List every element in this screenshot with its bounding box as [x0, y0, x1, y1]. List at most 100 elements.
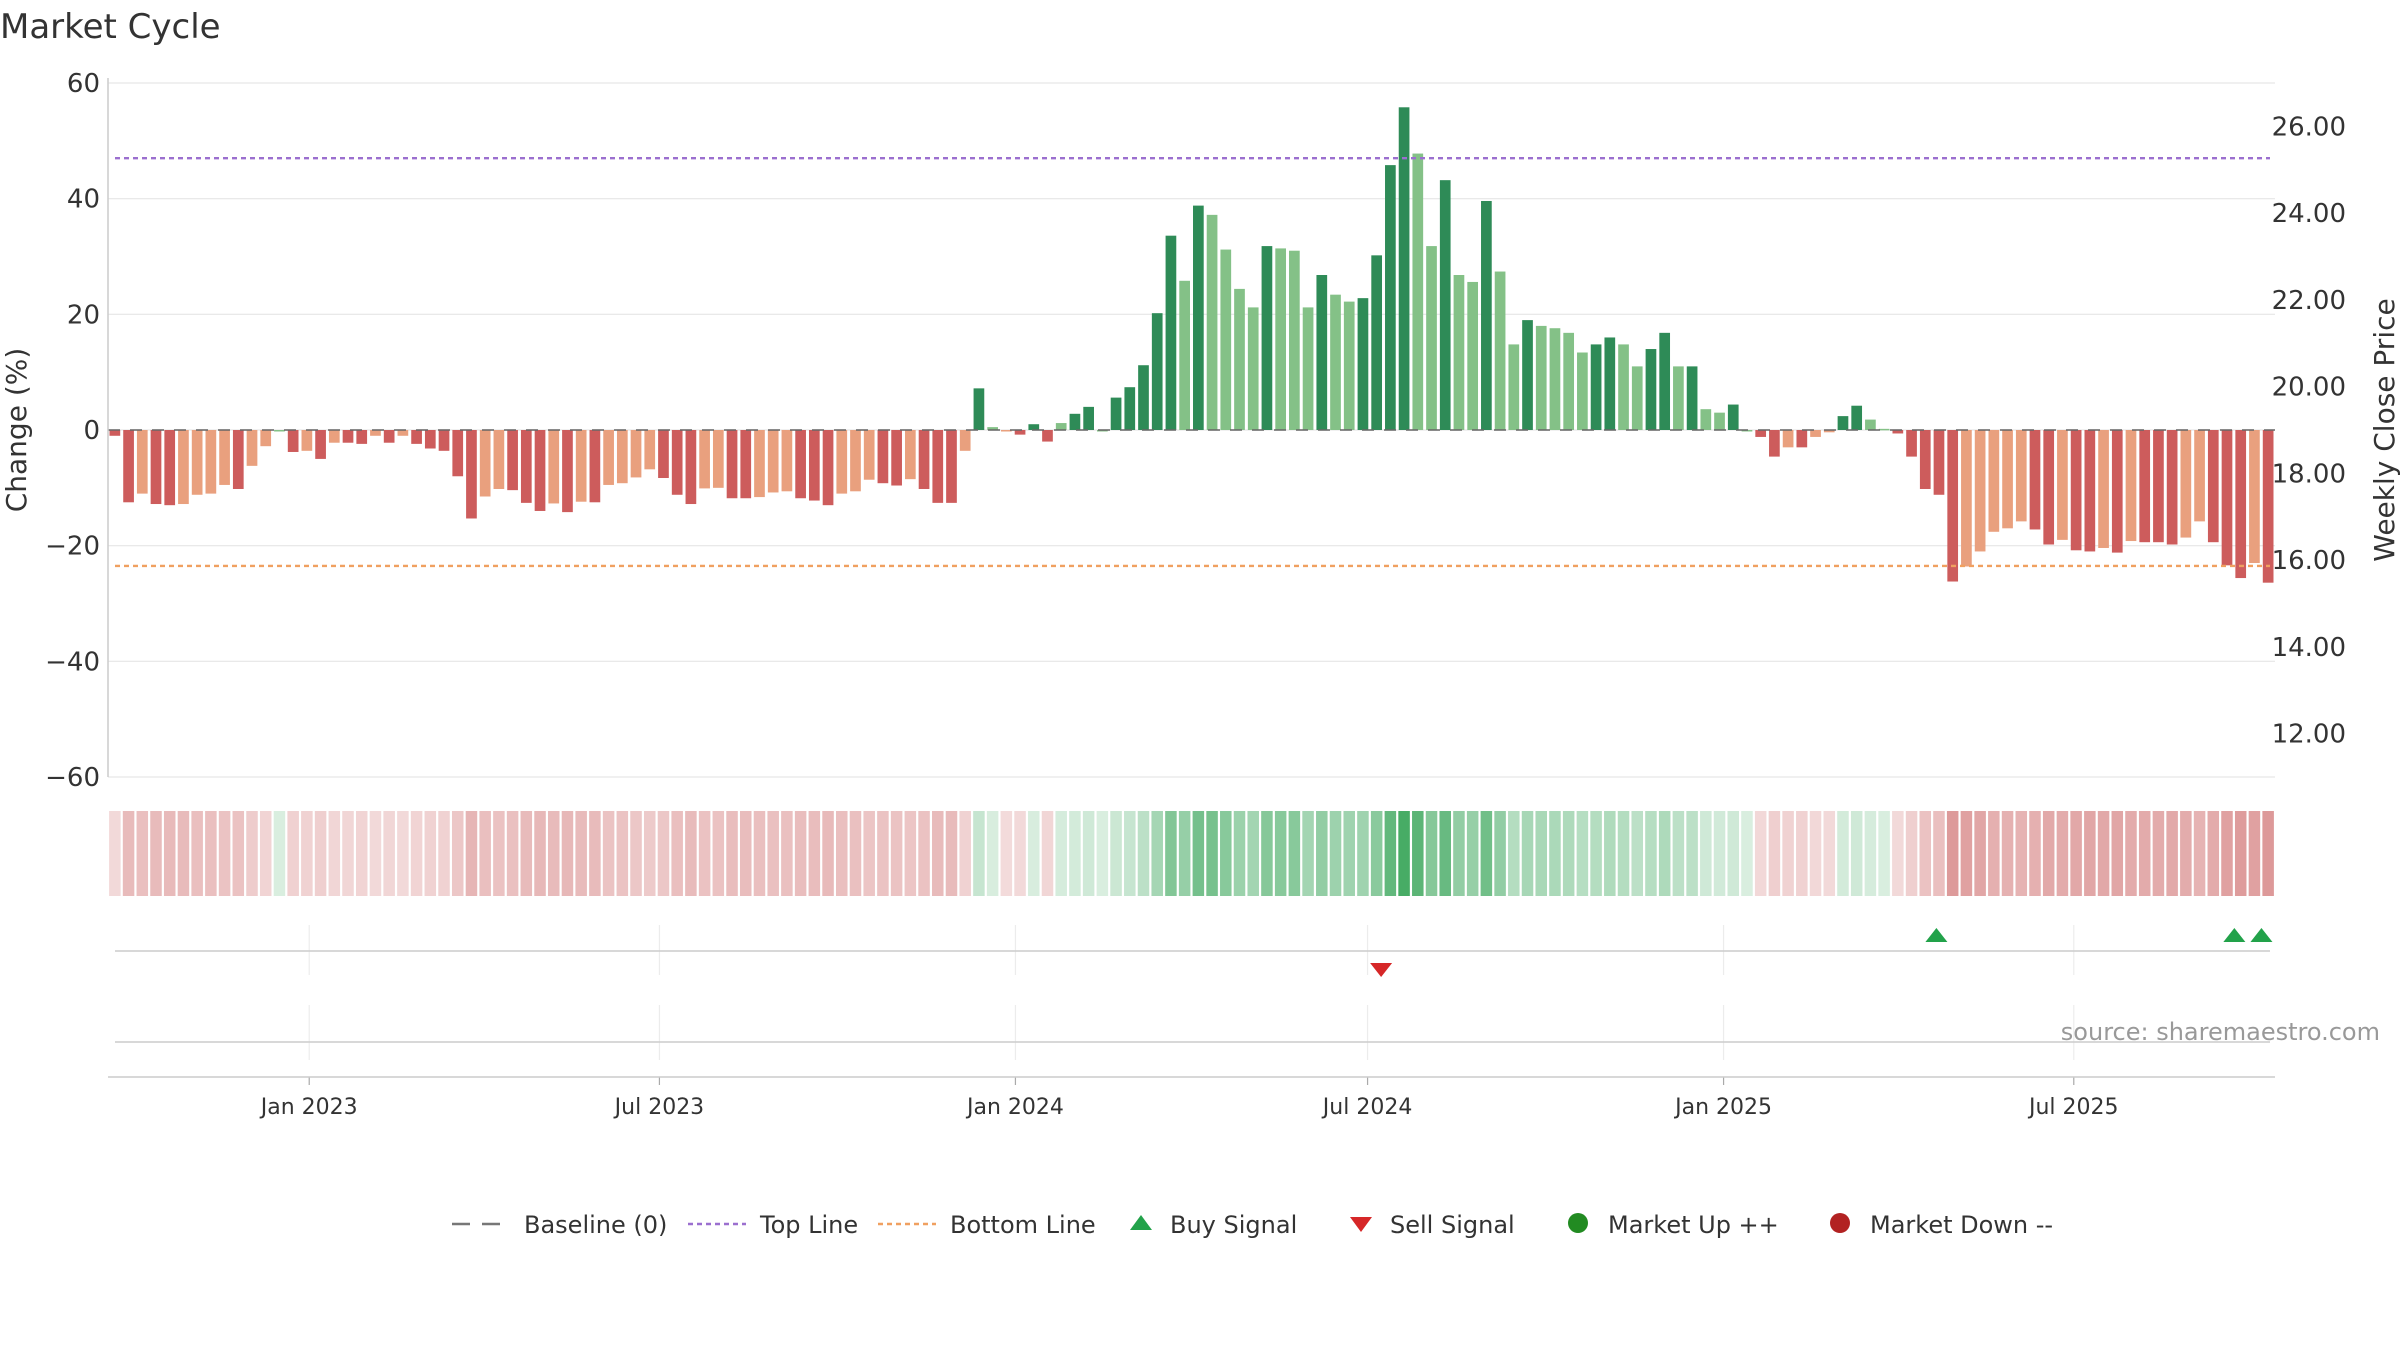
x-tick-label: Jul 2024 [1321, 1095, 1413, 1120]
change-bar [946, 430, 957, 503]
change-bar [1659, 332, 1671, 430]
heat-band-cell [1370, 811, 1383, 896]
change-bar [644, 430, 656, 470]
heat-band-cell [561, 811, 574, 896]
heat-band-cell [863, 811, 875, 896]
change-bar [1769, 430, 1780, 457]
heat-band-cell [1604, 811, 1616, 896]
heat-band-cell [739, 811, 752, 896]
heat-band-cell [1768, 811, 1781, 896]
heat-band-cell [355, 811, 368, 896]
heat-band-cell [767, 811, 779, 896]
heat-band-cell [493, 811, 505, 896]
heat-band-cell [1014, 811, 1026, 896]
y-tick-label-left: 0 [83, 416, 100, 446]
change-bar [1138, 365, 1149, 430]
legend-label: Market Up ++ [1608, 1211, 1779, 1239]
heat-band-cell [630, 811, 642, 896]
heat-band-cell [877, 811, 889, 896]
heat-band-cell [2234, 811, 2247, 896]
legend-label: Sell Signal [1390, 1211, 1515, 1239]
heat-band-cell [1110, 811, 1122, 896]
change-bar [1069, 413, 1081, 430]
heat-band-cell [1261, 811, 1273, 896]
heat-band-cell [1631, 811, 1644, 896]
change-bar [1851, 405, 1863, 430]
heat-band-cell [1521, 811, 1534, 896]
buy-signal-marker [2250, 928, 2273, 942]
change-bar [1289, 250, 1300, 430]
change-bar [1467, 281, 1479, 430]
legend-item: Market Down -- [1830, 1211, 2053, 1239]
heat-band-cell [1069, 811, 1081, 896]
y-axis-label-left: Change (%) [0, 348, 33, 513]
change-bar [1193, 205, 1204, 430]
change-bar [191, 430, 203, 495]
heat-band-cell [465, 811, 478, 896]
legend-item: Sell Signal [1350, 1211, 1515, 1239]
heat-band-cell [1796, 811, 1808, 896]
change-bar [1453, 275, 1465, 430]
heat-band-cell [1905, 811, 1918, 896]
change-bar [1000, 430, 1012, 432]
change-bar [1481, 200, 1492, 430]
heat-band-cell [383, 811, 395, 896]
change-bar [370, 430, 381, 436]
buy-signal-marker [1925, 928, 1948, 942]
heat-band-cell [616, 811, 629, 896]
signal-panel [1370, 928, 2273, 977]
change-bar [466, 430, 477, 519]
heat-band-cell [2097, 811, 2110, 896]
change-bar [534, 430, 546, 511]
heat-band-cell [575, 811, 587, 896]
legend-item: Baseline (0) [452, 1211, 667, 1239]
change-bar [1439, 180, 1451, 430]
change-bar [1988, 430, 2000, 532]
change-bar [1700, 409, 1712, 430]
change-bar [699, 430, 710, 489]
change-bar [1974, 430, 1986, 552]
sell-signal-marker [1370, 963, 1393, 977]
y-tick-label-right: 24.00 [2272, 199, 2346, 229]
change-bar [1796, 430, 1808, 448]
change-bar [1549, 328, 1561, 430]
change-bar [1604, 337, 1616, 430]
heat-band-cell [191, 811, 203, 896]
y-axis-label-right: Weekly Close Price [2368, 298, 2400, 561]
change-bar [2262, 430, 2274, 583]
heat-band-cell [1466, 811, 1479, 896]
heat-band-cell [205, 811, 217, 896]
heat-band-cell [1192, 811, 1205, 896]
change-bar [1220, 249, 1232, 430]
change-bar [795, 430, 806, 499]
heat-band-cell [1713, 811, 1726, 896]
heat-band-cell [1329, 811, 1342, 896]
heat-band-cell [1809, 811, 1822, 896]
change-bar [1261, 246, 1273, 430]
change-bar [1727, 404, 1739, 430]
change-bar [507, 430, 518, 491]
change-bar [1919, 430, 1931, 489]
legend-label: Bottom Line [950, 1211, 1096, 1239]
heat-band-cell [1247, 811, 1259, 896]
heat-band-cell [150, 811, 162, 896]
heat-band-cell [2125, 811, 2137, 896]
change-bar [630, 430, 642, 478]
heat-band-cell [1672, 811, 1685, 896]
heat-band-cell [438, 811, 450, 896]
heat-band-cell [424, 811, 437, 896]
heat-band-cell [1055, 811, 1067, 896]
change-bar [1810, 430, 1821, 437]
change-bar [603, 430, 614, 485]
heat-band-cell [904, 811, 917, 896]
change-bar [767, 430, 779, 493]
heat-band-cell [1576, 811, 1589, 896]
change-bar [1645, 349, 1657, 430]
reference-lines [108, 156, 2275, 568]
heat-band-cell [1425, 811, 1438, 896]
change-bar [1823, 430, 1835, 433]
legend: Baseline (0) Top Line Bottom Line Buy Signa… [452, 1211, 2053, 1239]
y-tick-label-left: 20 [67, 300, 100, 330]
change-bar [1782, 430, 1794, 448]
weekly-change-bars [109, 107, 2274, 583]
